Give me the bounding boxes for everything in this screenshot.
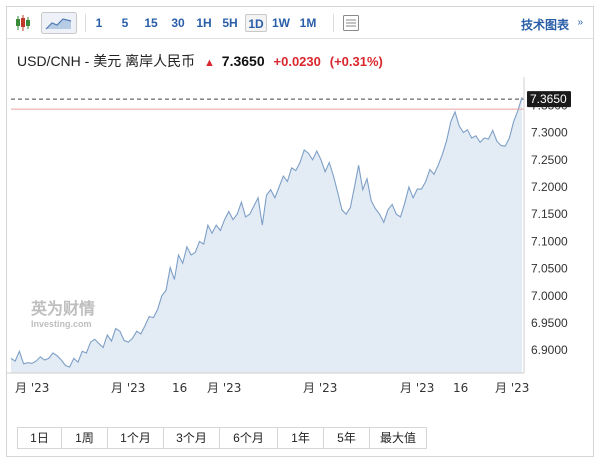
price-chart[interactable]: 7.35007.30007.25007.20007.15007.10007.05… (7, 77, 593, 407)
instrument-title: USD/CNH - 美元 离岸人民币 (17, 53, 196, 69)
price-area-fill (11, 97, 522, 373)
range-max[interactable]: 最大值 (379, 431, 416, 445)
x-axis: 月 '23 月 '23 16 月 '23 月 '23 月 '23 16 月 '23 (15, 381, 529, 395)
area-chart-icon[interactable] (41, 12, 77, 34)
timeframe-15min[interactable]: 15 (144, 16, 158, 30)
x-tick-label: 月 '23 (207, 381, 241, 395)
chart-settings-icon[interactable] (341, 12, 361, 34)
timeframe-5h[interactable]: 5H (222, 16, 238, 30)
price-change-percent: (+0.31%) (329, 54, 383, 69)
y-tick-label: 7.1500 (531, 207, 568, 221)
timeframe-1w[interactable]: 1W (272, 16, 290, 30)
x-tick-label: 月 '23 (111, 381, 145, 395)
range-1w[interactable]: 1周 (62, 428, 108, 448)
range-1mo[interactable]: 1个月 (108, 428, 164, 448)
last-price: 7.3650 (221, 53, 265, 69)
y-tick-label: 7.1000 (531, 234, 568, 248)
x-tick-label: 16 (453, 381, 468, 395)
timeframe-1d[interactable]: 1D (245, 14, 267, 32)
price-change: +0.0230 (273, 54, 321, 69)
range-3mo[interactable]: 3个月 (164, 428, 220, 448)
x-tick-label: 月 '23 (303, 381, 337, 395)
y-tick-label: 7.0500 (531, 262, 568, 276)
range-5y[interactable]: 5年 (324, 428, 370, 448)
candlestick-icon[interactable] (13, 12, 33, 34)
y-tick-label: 6.9000 (531, 343, 568, 357)
x-tick-label: 月 '23 (15, 381, 49, 395)
price-line (10, 97, 523, 368)
range-1d[interactable]: 1日 (18, 428, 62, 448)
last-price-tag-label: 7.3650 (530, 92, 567, 106)
last-price-tag: 7.3650 (527, 91, 571, 108)
y-tick-label: 7.2500 (531, 153, 568, 167)
watermark-en: Investing.com (31, 319, 92, 329)
chart-toolbar: 1 5 15 30 1H 5H 1D 1W 1M 技术图表 » (7, 7, 593, 39)
timeframe-1min[interactable]: 1 (95, 16, 103, 30)
x-tick-label: 月 '23 (400, 381, 434, 395)
timeframe-5min[interactable]: 5 (121, 16, 129, 30)
timeframe-30min[interactable]: 30 (171, 16, 185, 30)
range-1y[interactable]: 1年 (278, 428, 324, 448)
x-tick-label: 16 (172, 381, 187, 395)
up-arrow-icon: ▲ (204, 57, 215, 69)
chart-widget: 1 5 15 30 1H 5H 1D 1W 1M 技术图表 » USD/CNH … (6, 6, 594, 457)
y-tick-label: 7.0000 (531, 289, 568, 303)
technical-chart-link[interactable]: 技术图表 (520, 18, 569, 32)
y-tick-label: 7.3000 (531, 126, 568, 140)
toolbar-divider (333, 14, 334, 32)
x-tick-label: 月 '23 (495, 381, 529, 395)
watermark: 英为财情 Investing.com (30, 299, 95, 329)
quote-header: USD/CNH - 美元 离岸人民币 ▲ 7.3650 +0.0230 (+0.… (17, 51, 383, 71)
range-selector: 1日 1周 1个月 3个月 6个月 1年 5年 最大值 (17, 427, 427, 449)
range-6mo[interactable]: 6个月 (220, 428, 278, 448)
y-axis: 7.35007.30007.25007.20007.15007.10007.05… (531, 98, 568, 357)
toolbar-divider (85, 14, 86, 32)
watermark-cn: 英为财情 (30, 299, 95, 318)
y-tick-label: 7.2000 (531, 180, 568, 194)
timeframe-1h[interactable]: 1H (196, 16, 212, 30)
y-tick-label: 6.9500 (531, 316, 568, 330)
timeframe-1m[interactable]: 1M (299, 16, 317, 30)
double-chevron-right-icon[interactable]: » (577, 17, 583, 28)
